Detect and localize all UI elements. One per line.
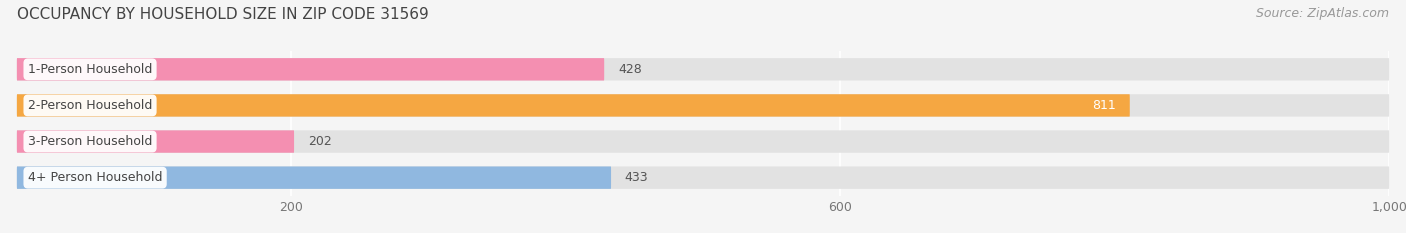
FancyBboxPatch shape [17, 58, 605, 81]
Text: 2-Person Household: 2-Person Household [28, 99, 152, 112]
Text: 1-Person Household: 1-Person Household [28, 63, 152, 76]
FancyBboxPatch shape [17, 166, 1389, 189]
Text: OCCUPANCY BY HOUSEHOLD SIZE IN ZIP CODE 31569: OCCUPANCY BY HOUSEHOLD SIZE IN ZIP CODE … [17, 7, 429, 22]
FancyBboxPatch shape [17, 130, 1389, 153]
FancyBboxPatch shape [17, 58, 1389, 81]
Text: 3-Person Household: 3-Person Household [28, 135, 152, 148]
Text: 811: 811 [1092, 99, 1116, 112]
FancyBboxPatch shape [17, 130, 294, 153]
Text: 433: 433 [624, 171, 648, 184]
Text: Source: ZipAtlas.com: Source: ZipAtlas.com [1256, 7, 1389, 20]
FancyBboxPatch shape [17, 94, 1130, 117]
FancyBboxPatch shape [17, 94, 1389, 117]
Text: 4+ Person Household: 4+ Person Household [28, 171, 162, 184]
Text: 202: 202 [308, 135, 332, 148]
FancyBboxPatch shape [17, 166, 612, 189]
Text: 428: 428 [617, 63, 641, 76]
